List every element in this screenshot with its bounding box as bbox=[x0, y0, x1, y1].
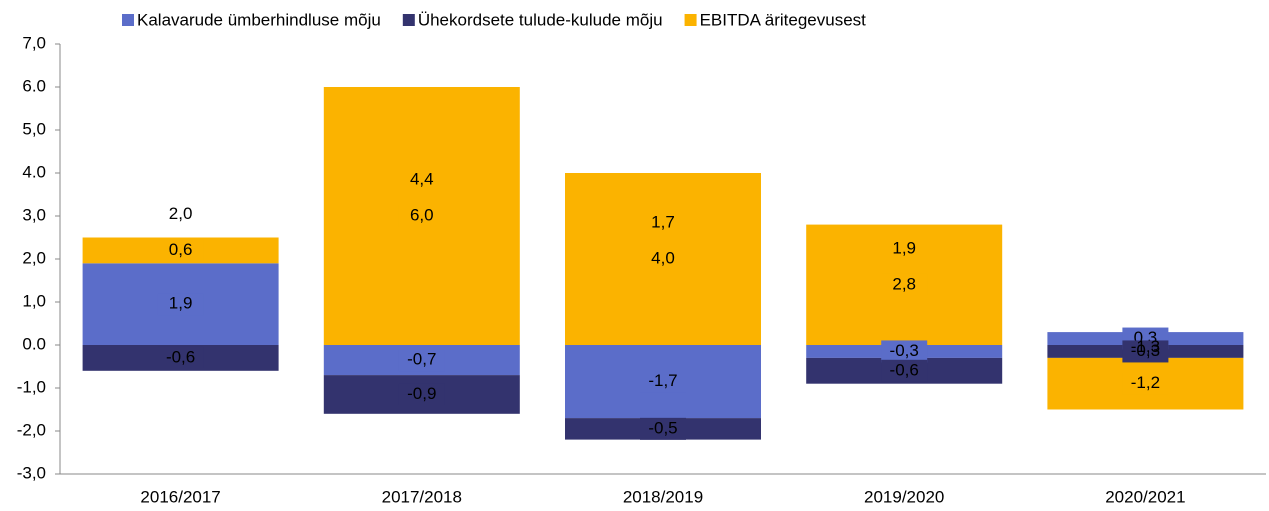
data-label: 0,6 bbox=[169, 240, 193, 259]
label-box bbox=[1122, 372, 1169, 395]
legend-marker bbox=[684, 14, 697, 26]
label-box bbox=[640, 417, 686, 440]
x-tick-label: 2017/2018 bbox=[382, 487, 462, 506]
x-tick-label: 2019/2020 bbox=[864, 487, 944, 506]
data-label: 1,9 bbox=[169, 294, 193, 313]
label-box bbox=[1122, 340, 1169, 363]
y-tick-label: 7,0 bbox=[22, 33, 46, 52]
legend-marker bbox=[402, 14, 415, 26]
legend-label: Ühekordsete tulude-kulude mõju bbox=[418, 10, 663, 29]
y-tick-label: 2,0 bbox=[22, 248, 46, 267]
label-box bbox=[157, 293, 204, 316]
data-label: 2,8 bbox=[892, 274, 916, 293]
label-box bbox=[640, 370, 686, 393]
legend-label: EBITDA äritegevusest bbox=[700, 10, 867, 29]
label-box bbox=[881, 273, 928, 296]
data-label: -0,3 bbox=[1131, 341, 1160, 360]
legend-marker bbox=[122, 14, 134, 26]
total-label: 1,7 bbox=[651, 212, 675, 231]
x-tick-label: 2016/2017 bbox=[140, 487, 220, 506]
label-box bbox=[398, 205, 445, 227]
total-label: 4,4 bbox=[410, 169, 434, 188]
label-box bbox=[640, 248, 686, 270]
y-tick-label: 3,0 bbox=[22, 205, 46, 224]
total-label: 1,9 bbox=[892, 238, 916, 257]
data-label: -0,6 bbox=[166, 347, 195, 366]
data-label: -0,6 bbox=[890, 360, 919, 379]
data-label: -0,5 bbox=[648, 418, 677, 437]
data-label: 6,0 bbox=[410, 205, 434, 224]
label-box bbox=[881, 359, 928, 382]
y-tick-label: 6.0 bbox=[22, 76, 46, 95]
label-box bbox=[157, 239, 204, 262]
y-tick-label: 4.0 bbox=[22, 162, 46, 181]
y-tick-label: -2,0 bbox=[17, 420, 46, 439]
data-label: -0,7 bbox=[407, 350, 436, 369]
y-tick-label: -1,0 bbox=[17, 377, 46, 396]
label-box bbox=[398, 383, 445, 406]
legend-label: Kalavarude ümberhindluse mõju bbox=[137, 10, 381, 29]
data-label: -0,3 bbox=[890, 341, 919, 360]
label-box bbox=[157, 346, 204, 369]
data-label: 4,0 bbox=[651, 248, 675, 267]
y-tick-label: 5,0 bbox=[22, 119, 46, 138]
label-box bbox=[881, 340, 928, 363]
label-box bbox=[398, 349, 445, 372]
total-label: 2,0 bbox=[169, 204, 193, 223]
data-label: -1,7 bbox=[648, 371, 677, 390]
x-tick-label: 2020/2021 bbox=[1105, 487, 1185, 506]
total-label: -1,3 bbox=[1131, 337, 1160, 356]
x-tick-label: 2018/2019 bbox=[623, 487, 703, 506]
data-label: -0,9 bbox=[407, 384, 436, 403]
y-tick-label: -3,0 bbox=[17, 463, 46, 482]
data-label: -1,2 bbox=[1131, 373, 1160, 392]
y-tick-label: 0.0 bbox=[22, 334, 46, 353]
y-tick-label: 1,0 bbox=[22, 291, 46, 310]
